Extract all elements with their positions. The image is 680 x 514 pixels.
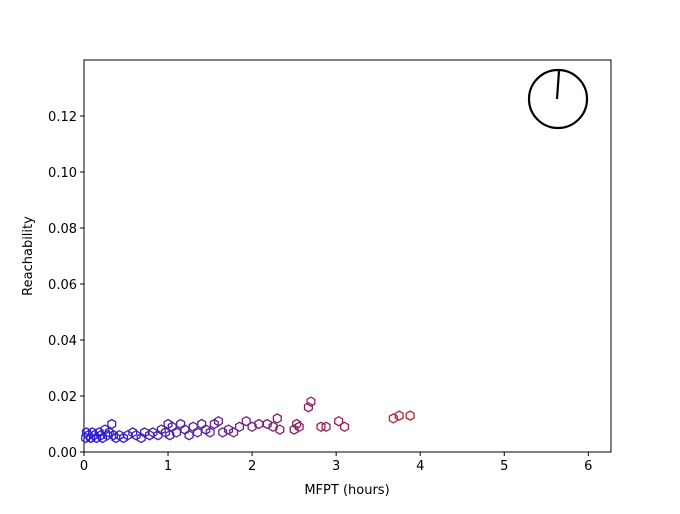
x-tick-label: 5 xyxy=(500,459,508,474)
point xyxy=(292,418,302,430)
icon-hand xyxy=(555,70,561,100)
icon-circle xyxy=(527,68,589,130)
point xyxy=(241,415,251,427)
y-axis-label: Reachability xyxy=(21,216,36,296)
x-tick-label: 0 xyxy=(80,459,88,474)
y-tick-label: 0.08 xyxy=(48,222,77,237)
y-tick-label: 0.06 xyxy=(48,278,77,293)
point xyxy=(321,421,331,433)
point xyxy=(209,418,219,430)
y-tick-label: 0.02 xyxy=(48,390,77,405)
point xyxy=(405,410,415,421)
x-tick-label: 6 xyxy=(584,459,592,474)
point xyxy=(118,432,129,444)
x-axis-label: MFPT (hours) xyxy=(304,483,389,498)
x-tick-label: 4 xyxy=(416,459,424,474)
point xyxy=(83,429,93,441)
point xyxy=(388,413,398,424)
point xyxy=(340,421,350,433)
point xyxy=(262,418,272,430)
y-tick-label: 0.10 xyxy=(48,166,77,181)
point xyxy=(294,421,304,433)
point xyxy=(205,427,215,438)
y-tick-label: 0.00 xyxy=(48,446,77,461)
point xyxy=(247,421,257,433)
point xyxy=(224,424,234,435)
point xyxy=(334,415,344,427)
point xyxy=(306,396,316,407)
point xyxy=(316,421,326,433)
point xyxy=(108,429,118,441)
point xyxy=(272,413,282,424)
point xyxy=(275,424,285,435)
point xyxy=(394,410,404,421)
x-tick-label: 2 xyxy=(248,459,256,474)
x-tick-label: 3 xyxy=(332,459,340,474)
point xyxy=(218,427,228,438)
y-tick-label: 0.12 xyxy=(48,110,77,125)
point xyxy=(165,429,175,441)
point xyxy=(107,418,117,430)
point xyxy=(268,421,278,433)
x-tick-label: 1 xyxy=(164,459,172,474)
point xyxy=(102,429,113,441)
point xyxy=(213,415,224,427)
plot-frame xyxy=(83,59,612,453)
y-tick-label: 0.04 xyxy=(48,334,77,349)
